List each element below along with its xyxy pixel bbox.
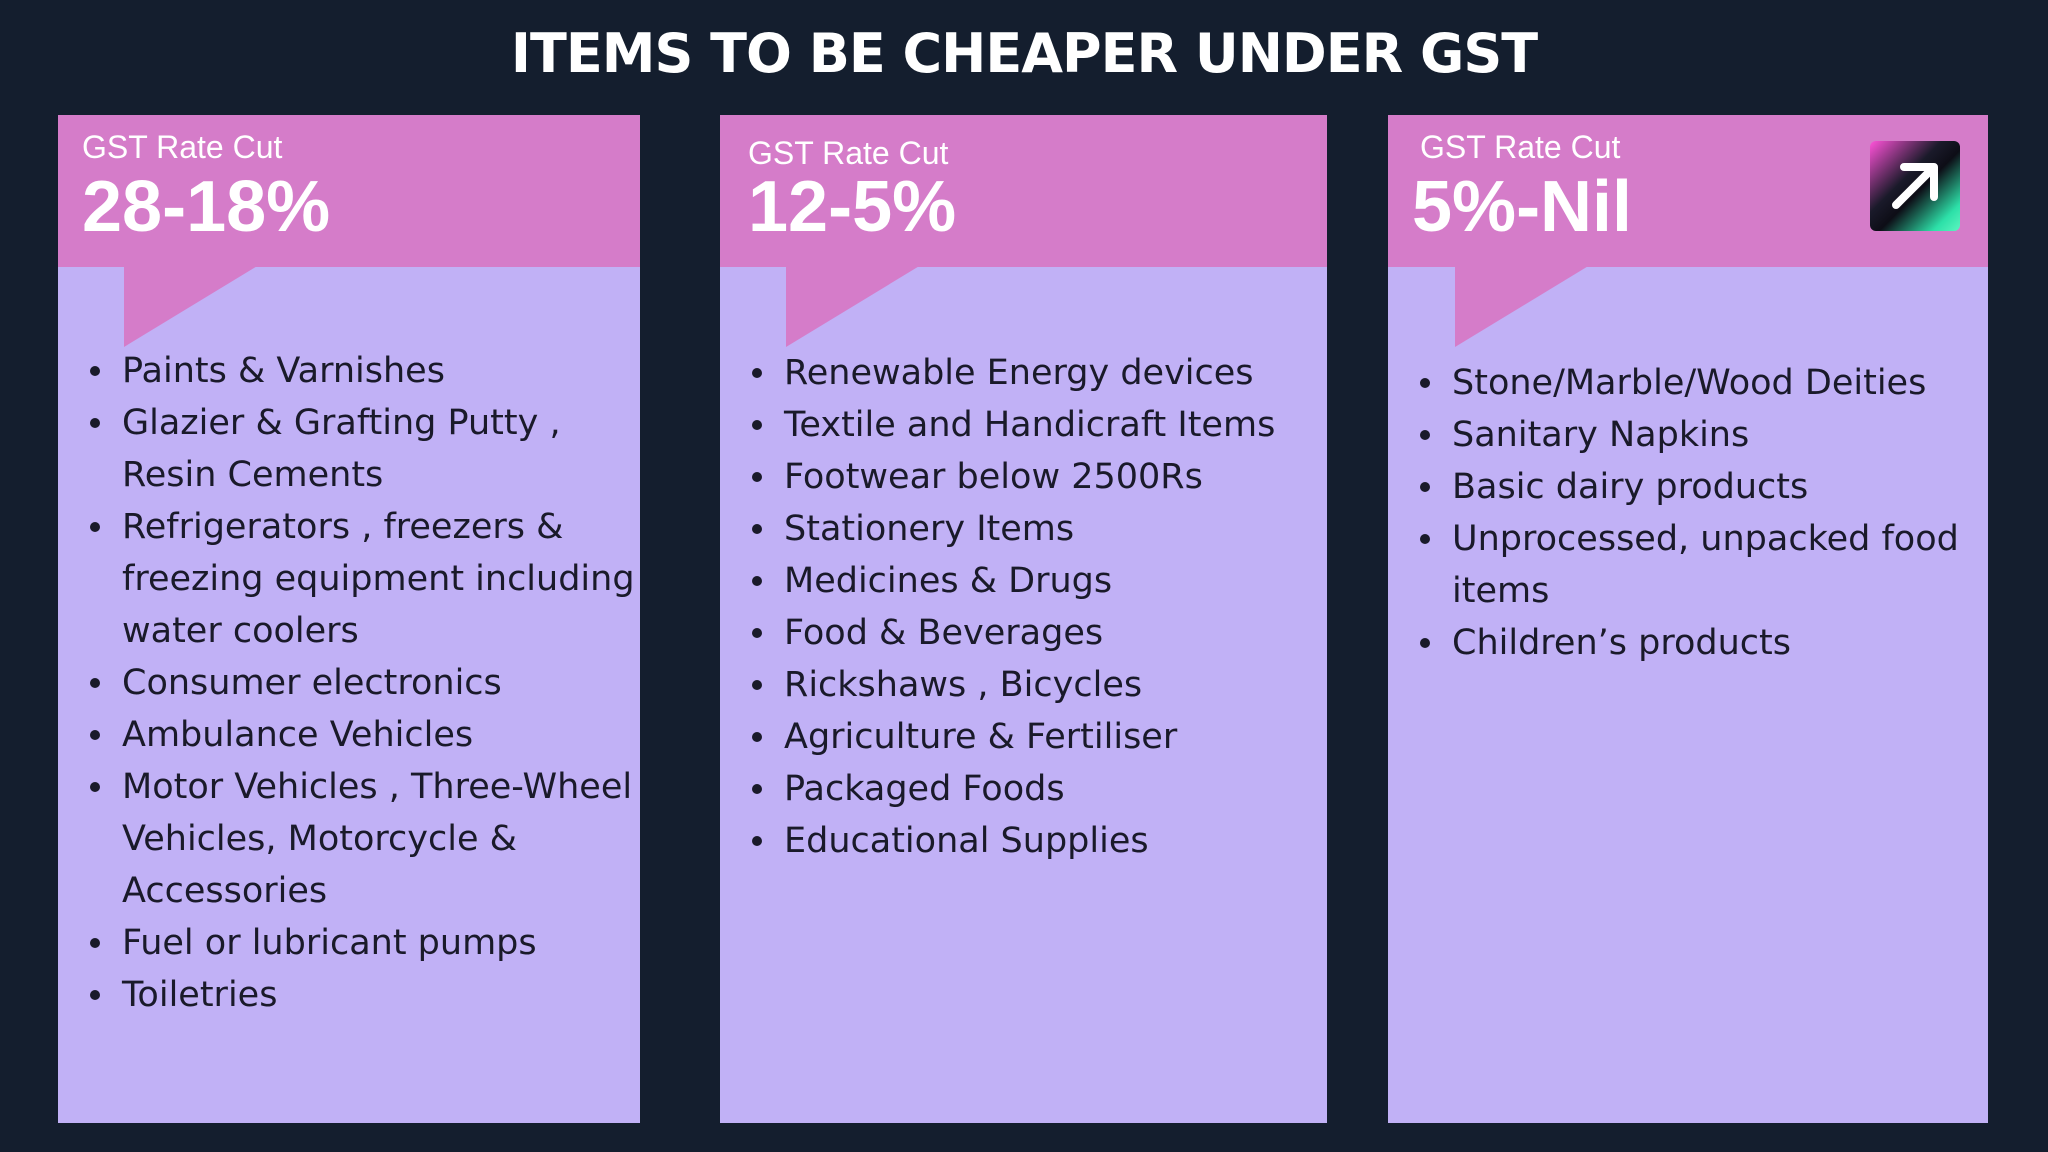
header-label: GST Rate Cut [82, 129, 283, 165]
bullet-icon [90, 418, 100, 428]
bullet-icon [752, 784, 762, 794]
header-rate: 12-5% [748, 167, 957, 247]
bullet-icon [752, 628, 762, 638]
list-item: Ambulance Vehicles [58, 709, 640, 761]
list-item: Agriculture & Fertiliser [720, 711, 1327, 763]
header-rate: 5%-Nil [1412, 167, 1633, 247]
bullet-icon [90, 366, 100, 376]
header-rate: 28-18% [82, 167, 331, 247]
bullet-icon [1420, 482, 1430, 492]
arrow-up-right-glyph [1892, 163, 1938, 209]
bullet-icon [90, 938, 100, 948]
bullet-icon [752, 680, 762, 690]
list-item: Stone/Marble/Wood Deities [1388, 357, 1988, 409]
bullet-icon [90, 522, 100, 532]
card-header: GST Rate Cut 12-5% [720, 115, 1327, 267]
list-item: Unprocessed, unpacked food items [1388, 513, 1988, 617]
list-item: Sanitary Napkins [1388, 409, 1988, 461]
bullet-icon [752, 576, 762, 586]
bullet-icon [90, 678, 100, 688]
callout-pointer [124, 265, 259, 347]
item-list: Stone/Marble/Wood Deities Sanitary Napki… [1388, 357, 1988, 669]
list-item: Paints & Varnishes [58, 345, 640, 397]
callout-pointer [1455, 265, 1590, 347]
list-item: Footwear below 2500Rs [720, 451, 1327, 503]
list-item: Toiletries [58, 969, 640, 1021]
bullet-icon [752, 368, 762, 378]
header-label: GST Rate Cut [748, 135, 949, 171]
list-item: Motor Vehicles , Three-Wheel Vehicles, M… [58, 761, 640, 917]
list-item: Packaged Foods [720, 763, 1327, 815]
bullet-icon [1420, 638, 1430, 648]
list-item: Consumer electronics [58, 657, 640, 709]
bullet-icon [752, 524, 762, 534]
bullet-icon [752, 732, 762, 742]
bullet-icon [752, 836, 762, 846]
bullet-icon [752, 472, 762, 482]
list-item: Rickshaws , Bicycles [720, 659, 1327, 711]
item-list: Renewable Energy devices Textile and Han… [720, 347, 1327, 867]
bullet-icon [1420, 430, 1430, 440]
list-item: Children’s products [1388, 617, 1988, 669]
arrow-up-right-icon [1870, 141, 1960, 231]
bullet-icon [1420, 378, 1430, 388]
list-item: Glazier & Grafting Putty , Resin Cements [58, 397, 640, 501]
bullet-icon [90, 990, 100, 1000]
card-header: GST Rate Cut 28-18% [58, 115, 640, 267]
list-item: Basic dairy products [1388, 461, 1988, 513]
list-item: Food & Beverages [720, 607, 1327, 659]
card-header: GST Rate Cut 5%-Nil [1388, 115, 1988, 267]
bullet-icon [1420, 534, 1430, 544]
rate-card-5-nil: GST Rate Cut 5%-Nil Stone/Marble/Wood De… [1388, 115, 1988, 1123]
rate-card-28-18: GST Rate Cut 28-18% Paints & Varnishes G… [58, 115, 640, 1123]
callout-pointer [786, 265, 921, 347]
bullet-icon [752, 420, 762, 430]
list-item: Medicines & Drugs [720, 555, 1327, 607]
list-item: Renewable Energy devices [720, 347, 1327, 399]
rate-card-12-5: GST Rate Cut 12-5% Renewable Energy devi… [720, 115, 1327, 1123]
bullet-icon [90, 782, 100, 792]
item-list: Paints & Varnishes Glazier & Grafting Pu… [58, 345, 640, 1021]
list-item: Stationery Items [720, 503, 1327, 555]
list-item: Fuel or lubricant pumps [58, 917, 640, 969]
page-title: ITEMS TO BE CHEAPER UNDER GST [510, 22, 1538, 85]
bullet-icon [90, 730, 100, 740]
header-label: GST Rate Cut [1420, 129, 1621, 165]
list-item: Textile and Handicraft Items [720, 399, 1327, 451]
list-item: Educational Supplies [720, 815, 1327, 867]
list-item: Refrigerators , freezers & freezing equi… [58, 501, 640, 657]
